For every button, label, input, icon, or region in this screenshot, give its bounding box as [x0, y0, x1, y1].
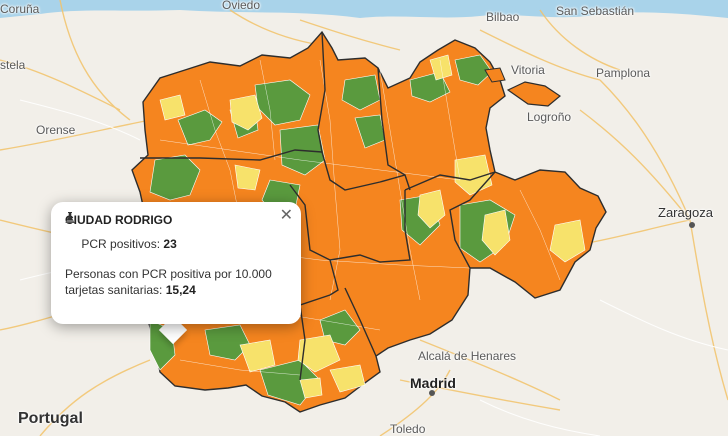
- enclave-orange: [506, 81, 562, 107]
- dot-madrid: [429, 390, 435, 396]
- label-alcala: Alcalá de Henares: [418, 349, 517, 363]
- label-bilbao: Bilbao: [486, 10, 520, 24]
- label-logrono: Logroño: [527, 110, 572, 124]
- dot-zaragoza: [689, 222, 695, 228]
- sea: [0, 0, 728, 18]
- yellow-11: [329, 364, 366, 393]
- rate-label-line1: Personas con PCR positiva por 10.000: [65, 267, 272, 281]
- yellow-12: [299, 377, 323, 399]
- label-vitoria: Vitoria: [511, 63, 545, 77]
- pcr-value: 23: [163, 237, 177, 251]
- yellow-5: [481, 209, 511, 256]
- green-8: [454, 54, 493, 86]
- yellow-9: [239, 339, 276, 373]
- label-coruna: Coruña: [0, 2, 40, 16]
- province-borders: [140, 31, 496, 381]
- popup-title: CIUDAD RODRIGO: [65, 213, 173, 227]
- green-2: [177, 109, 223, 146]
- green-6: [341, 74, 381, 111]
- flask-icon: [65, 212, 75, 249]
- enclave-orange-2: [484, 67, 506, 83]
- yellow-1: [229, 94, 263, 131]
- label-zaragoza: Zaragoza: [658, 205, 713, 220]
- label-stela: stela: [0, 58, 26, 72]
- yellow-3: [417, 189, 446, 229]
- rate-value: 15,24: [165, 283, 196, 297]
- label-san-sebastian: San Sebastián: [556, 4, 635, 18]
- label-orense: Orense: [36, 123, 76, 137]
- yellow-6: [549, 219, 586, 263]
- label-pamplona: Pamplona: [596, 66, 651, 80]
- rate-row: Personas con PCR positiva por 10.000 tar…: [65, 266, 289, 298]
- yellow-10: [297, 334, 341, 373]
- rate-label-line2: tarjetas sanitarias:: [65, 283, 163, 297]
- label-toledo: Toledo: [390, 422, 426, 436]
- green-1: [149, 154, 201, 201]
- pcr-row: PCR positivos: 23: [65, 212, 289, 252]
- info-popup: ✕ CIUDAD RODRIGO PCR positivos: 23 Perso…: [51, 202, 301, 324]
- yellow-2: [159, 94, 186, 121]
- pcr-label: PCR positivos:: [81, 237, 161, 251]
- label-oviedo: Oviedo: [222, 0, 261, 12]
- coast-bilbao: [470, 0, 540, 8]
- label-portugal: Portugal: [18, 410, 83, 427]
- label-madrid: Madrid: [410, 375, 456, 391]
- close-icon[interactable]: ✕: [279, 207, 293, 224]
- yellow-7: [234, 164, 261, 191]
